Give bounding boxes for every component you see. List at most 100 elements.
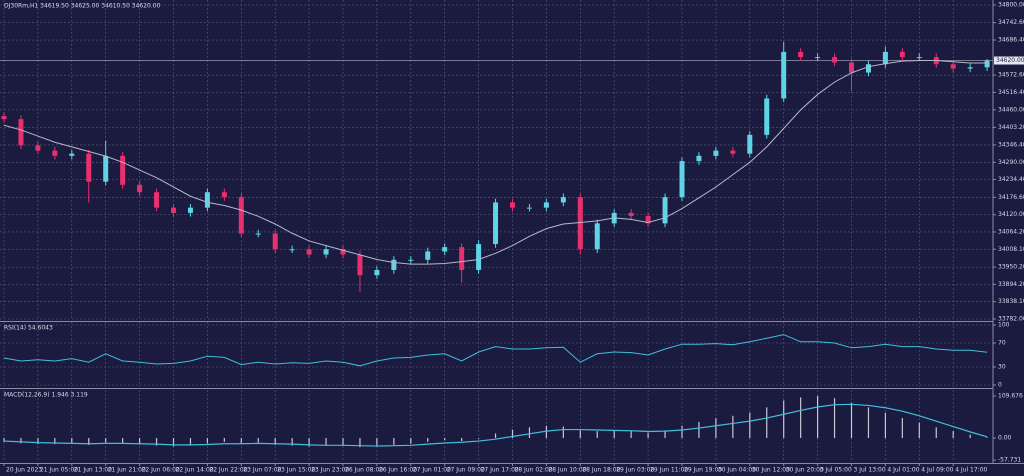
- macd-bar: [647, 432, 649, 439]
- macd-bar: [257, 438, 259, 443]
- candle-body: [984, 60, 990, 68]
- macd-bar: [71, 438, 73, 444]
- macd-bar: [952, 431, 954, 439]
- candle-body: [69, 153, 75, 156]
- macd-bar: [444, 438, 446, 441]
- y-tick-label: 33894.20: [998, 281, 1024, 288]
- x-tick-label: 4 Jul 01:00: [887, 467, 919, 474]
- candle-body: [35, 145, 41, 151]
- candle-body: [374, 269, 380, 276]
- macd-bar: [189, 438, 192, 446]
- macd-bar: [240, 438, 242, 444]
- moving-average: [3, 60, 988, 265]
- candle-body: [120, 155, 126, 185]
- x-tick-label: 26 Jun 16:00: [379, 467, 417, 474]
- candle-body: [662, 197, 668, 224]
- macd-bar: [749, 412, 751, 439]
- candle-body: [696, 155, 702, 162]
- macd-bar: [105, 438, 107, 443]
- x-tick-label: 26 Jun 08:00: [345, 467, 383, 474]
- candle-body: [221, 192, 227, 198]
- candle-body: [730, 150, 736, 154]
- y-tick-label: 0: [998, 382, 1002, 389]
- macd-signal: [3, 403, 988, 447]
- y-tick-label: -57.731: [998, 457, 1021, 464]
- x-tick-label: 27 Jun 01:00: [413, 467, 451, 474]
- candle-body: [204, 192, 210, 208]
- macd-bar: [20, 438, 22, 444]
- candle-body: [408, 259, 414, 261]
- macd-bar: [54, 438, 56, 445]
- candle-body: [798, 51, 804, 58]
- candle-body: [645, 215, 651, 224]
- x-tick-label: 28 Jun 10:00: [548, 467, 586, 474]
- candle-body: [950, 64, 956, 69]
- candle-body: [967, 67, 973, 69]
- y-tick-label: 34064.20: [998, 228, 1024, 235]
- macd-bar: [783, 400, 785, 439]
- macd-bar: [376, 438, 378, 447]
- candle-body: [764, 98, 770, 135]
- candle-body: [357, 254, 363, 276]
- macd-bar: [511, 429, 514, 439]
- macd-bar: [359, 438, 361, 448]
- macd-bar: [478, 438, 480, 439]
- candle-body: [52, 150, 58, 156]
- x-tick-label: 21 Jun 13:00: [74, 467, 112, 474]
- macd-bar: [427, 438, 429, 442]
- macd-bar: [325, 438, 327, 446]
- y-tick-label: 34120.00: [998, 211, 1024, 218]
- y-tick-label: 34742.60: [998, 19, 1024, 26]
- chart-title: DJ30Rm,H1 34619.50 34625.00 34610.50 346…: [4, 3, 161, 10]
- candle-body: [391, 259, 397, 270]
- macd-bar: [410, 438, 412, 444]
- candle-body: [425, 251, 431, 260]
- candle-body: [171, 207, 176, 213]
- y-tick-label: 34686.40: [998, 37, 1024, 44]
- x-tick-label: 30 Jun 04:00: [718, 467, 756, 474]
- candle-body: [577, 197, 583, 250]
- x-tick-label: 22 Jun 14:00: [176, 467, 214, 474]
- candle-body: [238, 197, 244, 234]
- rsi-title: RSI(14) 54.6043: [4, 325, 53, 332]
- x-tick-label: 4 Jul 09:00: [921, 467, 953, 474]
- candle-body: [560, 197, 566, 203]
- macd-bar: [562, 426, 564, 439]
- macd-bar: [206, 438, 208, 444]
- y-tick-label: 34008.10: [998, 246, 1024, 253]
- x-tick-label: 23 Jun 23:00: [311, 467, 349, 474]
- candle-body: [1, 116, 7, 120]
- candle-body: [882, 51, 888, 65]
- macd-bar: [122, 438, 124, 444]
- y-tick-label: 34176.60: [998, 194, 1024, 201]
- x-tick-label: 27 Jun 17:00: [481, 467, 519, 474]
- macd-bar: [698, 421, 700, 439]
- y-tick-label: 0.00: [998, 435, 1012, 442]
- macd-bar: [817, 395, 819, 439]
- y-tick-label: 34572.60: [998, 72, 1024, 79]
- y-tick-label: 30: [998, 364, 1006, 371]
- macd-bar: [901, 418, 903, 439]
- candle-body: [306, 249, 312, 255]
- y-tick-label: 34234.40: [998, 176, 1024, 183]
- candle-body: [459, 247, 465, 270]
- macd-bar: [155, 438, 158, 446]
- x-tick-label: 28 Jun 18:00: [582, 467, 620, 474]
- macd-bar: [274, 438, 276, 445]
- macd-bar: [579, 430, 581, 439]
- candle-body: [476, 244, 482, 270]
- candle-body: [747, 134, 753, 154]
- macd-bar: [833, 398, 836, 439]
- macd-bar: [393, 438, 395, 445]
- rsi-line: [3, 334, 988, 367]
- y-tick-label: 33782.00: [998, 316, 1024, 323]
- candle-body: [628, 212, 634, 216]
- macd-bar: [766, 407, 768, 439]
- x-tick-label: 20 Jun 2023: [6, 467, 42, 474]
- candle-body: [18, 119, 24, 146]
- candle-body: [916, 57, 922, 59]
- candle-body: [255, 233, 261, 235]
- macd-bar: [596, 431, 598, 439]
